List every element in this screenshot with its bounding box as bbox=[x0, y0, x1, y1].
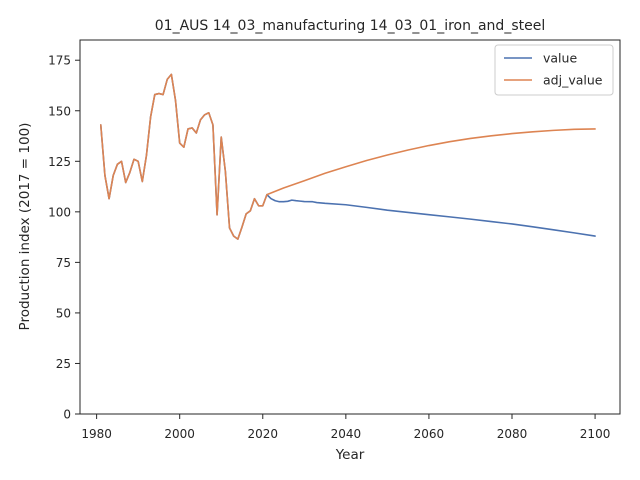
y-tick-label: 125 bbox=[48, 155, 71, 169]
legend-label-value: value bbox=[543, 51, 577, 66]
x-tick-label: 2060 bbox=[414, 427, 445, 441]
x-tick-label: 2080 bbox=[497, 427, 528, 441]
x-tick-label: 2040 bbox=[331, 427, 362, 441]
y-axis-label: Production index (2017 = 100) bbox=[17, 123, 33, 331]
y-tick-label: 50 bbox=[56, 306, 71, 320]
y-tick-label: 175 bbox=[48, 54, 71, 68]
y-tick-label: 150 bbox=[48, 104, 71, 118]
series-line-adj-value bbox=[99, 73, 596, 240]
x-axis-label: Year bbox=[335, 447, 365, 463]
y-tick-label: 0 bbox=[63, 408, 71, 422]
y-tick-label: 25 bbox=[56, 357, 71, 371]
legend-label-adj-value: adj_value bbox=[543, 73, 603, 88]
x-tick-label: 1980 bbox=[81, 427, 112, 441]
axes-frame bbox=[79, 39, 621, 415]
chart-title: 01_AUS 14_03_manufacturing 14_03_01_iron… bbox=[155, 18, 545, 34]
x-tick-label: 2000 bbox=[164, 427, 195, 441]
y-tick-label: 100 bbox=[48, 205, 71, 219]
x-tick-label: 2100 bbox=[580, 427, 611, 441]
y-tick-label: 75 bbox=[56, 256, 71, 270]
x-tick-label: 2020 bbox=[247, 427, 278, 441]
legend: value adj_value bbox=[494, 44, 614, 96]
plot-area: 1980 2000 2020 2040 2060 2080 2100 0 25 50 75 100 12… bbox=[48, 39, 621, 441]
